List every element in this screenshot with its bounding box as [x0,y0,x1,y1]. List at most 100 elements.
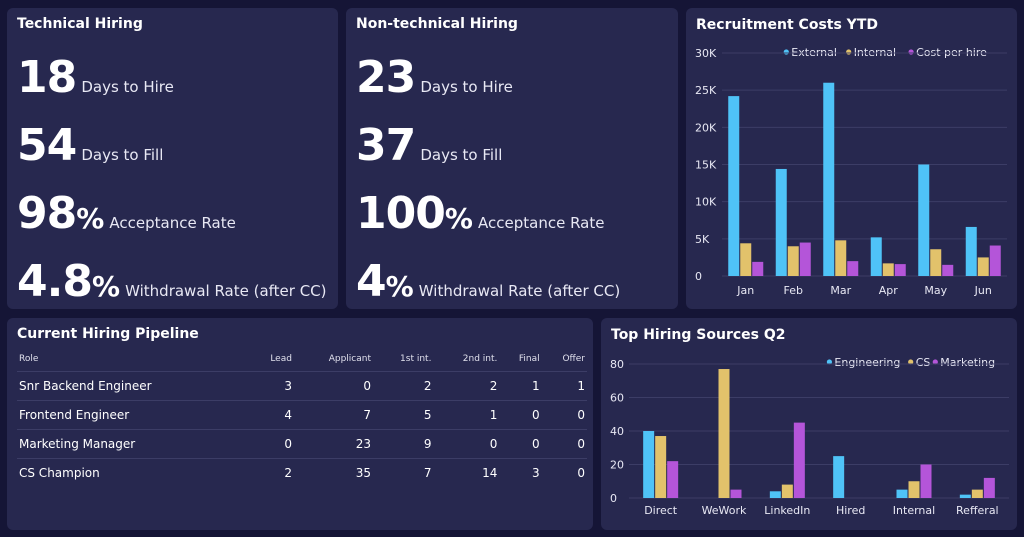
second-interview-cell: 1 [433,400,500,430]
lead-cell: 4 [250,400,294,430]
table-row: CS Champion 2 35 7 14 3 0 [17,459,587,488]
withdrawal-rate-metric: 4.8% Withdrawal Rate (after CC) [17,256,327,307]
recruitment-costs-panel: Recruitment Costs YTD Cost per hire Intern… [686,8,1017,309]
hiring-sources-panel: Top Hiring Sources Q2 Marketing CS Engineer… [601,318,1017,530]
offer-cell: 0 [541,429,587,459]
y-tick-label: 10K [695,196,717,209]
bar [847,261,859,276]
table-row: Snr Backend Engineer 3 0 2 2 1 1 [17,371,587,401]
legend-swatch [908,359,914,365]
column-header-role: Role [17,350,251,372]
x-tick-label: Apr [879,284,899,297]
metric-value: 4.8 [17,256,93,307]
x-tick-label: Hired [836,504,865,517]
metric-label: Acceptance Rate [478,214,605,232]
bar [730,489,742,498]
bar [775,168,787,276]
x-tick-label: Direct [644,504,678,517]
column-header-lead: Lead [250,350,294,372]
legend-swatch [846,49,852,55]
bar [920,464,932,498]
column-header-applicant: Applicant [293,350,373,372]
x-tick-label: LinkedIn [764,504,810,517]
role-cell: CS Champion [19,466,100,480]
panel-title: Current Hiring Pipeline [17,326,199,342]
final-cell: 1 [499,371,542,401]
bar [799,242,811,276]
table-header-row: Role Lead Applicant 1st int. 2nd int. Fi… [17,350,587,372]
applicant-cell: 7 [293,400,373,430]
metric-label: Acceptance Rate [109,214,236,232]
days-to-fill-metric: 37 Days to Fill [356,120,502,171]
final-cell: 0 [499,400,542,430]
legend-label: Marketing [940,356,995,369]
legend-label: Engineering [834,356,900,369]
hiring-sources-chart: Top Hiring Sources Q2 Marketing CS Engineer… [610,327,1009,517]
metric-value: 4 [356,256,387,307]
withdrawal-rate-metric: 4% Withdrawal Rate (after CC) [356,256,620,307]
y-tick-label: 15K [695,159,717,172]
bar [643,431,655,498]
y-tick-label: 20K [695,121,717,134]
x-tick-label: Jun [974,284,992,297]
bar [870,237,882,276]
second-interview-cell: 2 [433,371,500,401]
x-tick-label: Feb [784,284,803,297]
x-tick-label: Internal [893,504,935,517]
metric-unit: % [91,270,121,303]
legend-swatch [908,49,914,55]
y-tick-label: 60 [610,392,624,405]
first-interview-cell: 2 [372,371,434,401]
lead-cell: 3 [250,371,294,401]
bar [781,484,793,498]
lead-cell: 0 [250,429,294,459]
bar [989,245,1001,276]
chart-title: Top Hiring Sources Q2 [611,327,786,343]
technical-hiring-panel: Technical Hiring 18 Days to Hire 54 Days… [7,8,338,309]
first-interview-cell: 7 [423,466,432,480]
metric-label: Withdrawal Rate (after CC) [418,282,621,300]
bar [930,249,942,276]
bar [752,261,764,276]
bar [793,422,805,498]
column-header-offer: Offer [541,350,587,372]
metric-label: Days to Fill [81,146,164,164]
legend-swatch [783,49,789,55]
metric-label: Days to Hire [420,78,513,96]
offer-cell: 0 [541,400,587,430]
metric-value: 18 [17,52,77,103]
x-tick-label: WeWork [702,504,747,517]
metric-unit: % [385,270,414,303]
days-to-hire-metric: 18 Days to Hire [17,52,174,103]
metric-value: 100 [356,188,446,239]
bar [833,456,845,498]
y-tick-label: 0 [610,492,617,505]
second-interview-cell: 0 [433,429,500,459]
y-tick-label: 0 [695,270,702,283]
hiring-pipeline-panel: Current Hiring Pipeline Role Lead Applic… [7,318,593,530]
table-row: Frontend Engineer 4 7 5 1 0 0 [17,400,587,430]
bar [965,226,977,276]
lead-cell: 2 [284,466,292,480]
offer-cell: 1 [541,371,587,401]
x-tick-label: May [924,284,947,297]
applicant-cell: 23 [293,429,373,459]
bar [718,369,730,498]
offer-cell: 0 [577,466,585,480]
panel-title: Non-technical Hiring [356,16,518,32]
bar [971,489,983,498]
acceptance-rate-metric: 98% Acceptance Rate [17,188,236,239]
second-interview-cell: 14 [482,466,498,480]
metric-label: Withdrawal Rate (after CC) [125,282,327,300]
metric-value: 54 [17,120,77,171]
bar [894,264,906,276]
bar [823,82,835,276]
metric-unit: % [444,202,473,235]
bar [896,489,908,498]
metric-value: 37 [356,120,416,171]
bar [882,263,894,276]
bar [728,96,740,276]
bar [787,246,799,276]
final-cell: 3 [532,466,540,480]
